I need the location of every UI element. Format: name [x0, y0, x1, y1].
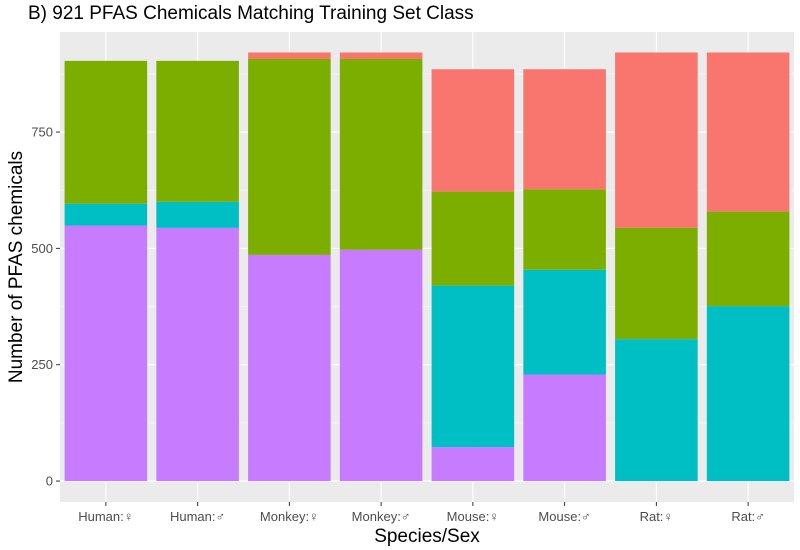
bar-segment [523, 189, 606, 270]
y-tick-label: 0 [46, 474, 53, 489]
bar-segment [431, 447, 515, 482]
bar-segment [615, 339, 698, 482]
x-tick-label: Monkey:♂ [352, 509, 411, 524]
bar-segment [615, 227, 698, 340]
x-tick-label: Rat:♂ [731, 509, 765, 524]
bar-segment [156, 201, 239, 228]
bar-segment [706, 52, 790, 212]
x-tick-label: Rat:♀ [640, 509, 674, 524]
x-tick-label: Mouse:♀ [447, 509, 499, 524]
bar-segment [523, 69, 606, 190]
bar-segment [248, 52, 331, 59]
y-axis: 0 250 500 750 [31, 125, 60, 489]
x-axis-title: Species/Sex [374, 526, 480, 547]
y-tick-label: 750 [31, 125, 53, 140]
y-axis-title: Number of PFAS chemicals [6, 151, 27, 383]
bar-segment [339, 58, 423, 250]
x-tick-label: Monkey:♀ [260, 509, 319, 524]
bar-segment [64, 203, 148, 226]
bar-segment [156, 60, 239, 202]
x-tick-label: Human:♂ [170, 509, 225, 524]
bar-segment [523, 374, 606, 482]
x-tick-label: Human:♀ [78, 509, 133, 524]
y-tick-label: 250 [31, 357, 53, 372]
bar-segment [706, 306, 790, 482]
y-tick-label: 500 [31, 241, 53, 256]
bar-segment [431, 191, 515, 286]
bar-segment [248, 254, 331, 482]
bar-segment [248, 58, 331, 255]
bar-segment [431, 69, 515, 192]
bar-segment [64, 225, 148, 482]
bar-segment [156, 227, 239, 482]
x-axis: Human:♀ Human:♂ Monkey:♀ Monkey:♂ Mouse:♀ Mou… [78, 502, 765, 524]
bar-segment [523, 269, 606, 375]
bars [64, 52, 790, 482]
chart-title: B) 921 PFAS Chemicals Matching Training … [28, 3, 474, 24]
bar-segment [64, 60, 148, 204]
bar-segment [706, 211, 790, 307]
bar-segment [339, 249, 423, 482]
bar-segment [615, 52, 698, 228]
x-tick-label: Mouse:♂ [538, 509, 590, 524]
bar-segment [431, 285, 515, 448]
bar-segment [339, 52, 423, 59]
